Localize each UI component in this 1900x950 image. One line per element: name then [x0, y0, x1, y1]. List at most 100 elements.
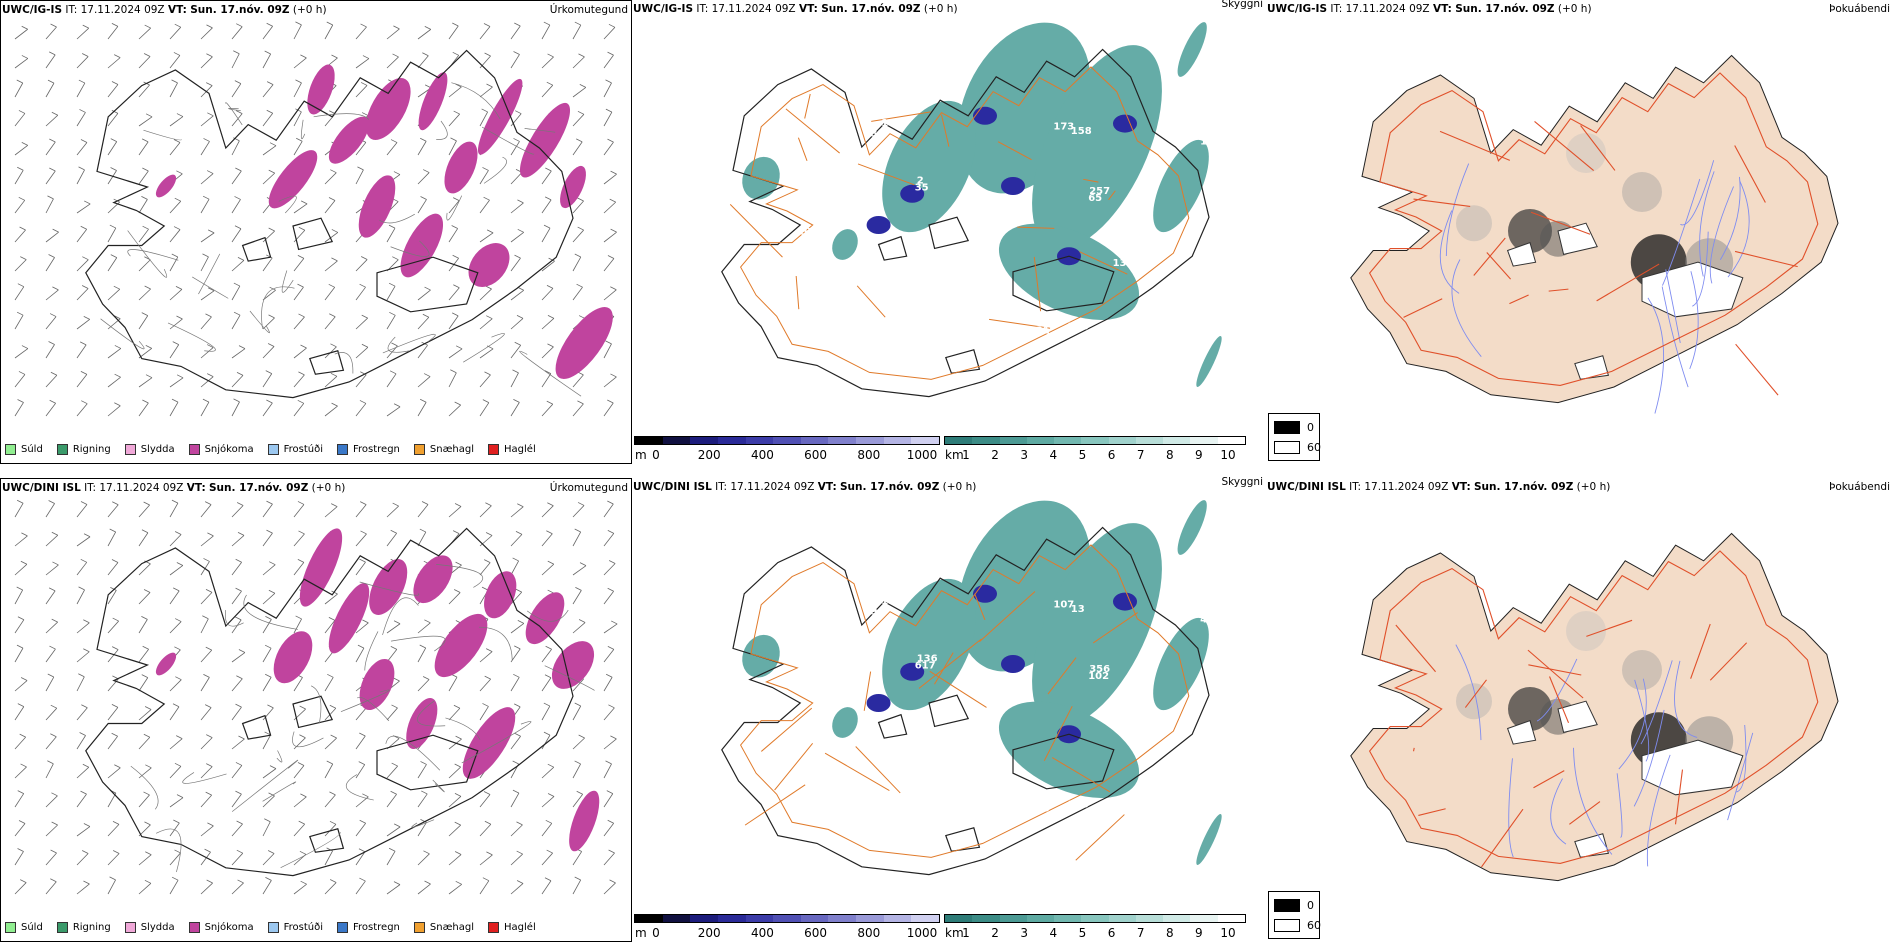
legend-label: Súld: [21, 922, 43, 933]
legend-swatch: [56, 444, 68, 455]
visibility-tick: 7: [1136, 448, 1145, 462]
legend-label: Frostregn: [353, 922, 400, 933]
panel-title: UWC/DINI ISL IT: 17.11.2024 09Z VT: Sun.…: [1267, 481, 1611, 493]
legend-item: Súld: [5, 444, 43, 455]
visibility-tick: 9: [1195, 448, 1203, 462]
forecast-row: UWC/IG-IS IT: 17.11.2024 09Z VT: Sun. 17…: [0, 0, 1900, 472]
fog-map: [1350, 54, 1839, 414]
legend-swatch: [124, 444, 136, 455]
fog-map: [1350, 532, 1839, 882]
legend-label: Rigning: [72, 922, 111, 933]
visibility-map: 257 351 131 425 238 35 173 662 848 91 65 10 105 108 12…: [721, 22, 1222, 398]
legend-swatch: [413, 444, 425, 455]
precip-map: [14, 499, 618, 895]
legend-item: Rigning: [56, 922, 111, 933]
precip-panel: UWC/DINI ISL IT: 17.11.2024 09Z VT: Sun.…: [0, 478, 632, 942]
legend-label: Slydda: [140, 444, 175, 455]
legend-label: Haglél: [504, 922, 536, 933]
legend-swatch: [488, 922, 500, 933]
cloud-base-label: 165: [941, 726, 962, 737]
cloud-base-label: 186: [1029, 803, 1050, 814]
legend-item: Snjókoma: [188, 922, 254, 933]
visibility-tick: 10: [1220, 448, 1236, 462]
cloud-base-label: 13: [1071, 604, 1085, 615]
cloud-base-label: 238: [1068, 322, 1089, 333]
cloud-base-label: 35: [915, 182, 929, 193]
cloud-base-colorbar: m 0 200 400 600 800 1000: [634, 914, 940, 944]
legend-swatch: [56, 922, 68, 933]
cloud-base-label: 10: [941, 248, 955, 259]
legend-swatch: [124, 922, 136, 933]
fog-panel: UWC/DINI ISL IT: 17.11.2024 09Z VT: Sun.…: [1266, 478, 1900, 942]
visibility-panel: UWC/DINI ISL IT: 17.11.2024 09Z VT: Sun.…: [632, 476, 1266, 944]
cloud-base-unit: m: [635, 926, 647, 940]
visibility-colorbar: km 1 2 3 4 5 6 7 8 9 10: [944, 436, 1246, 466]
cloud-base-label: 102: [1088, 671, 1109, 682]
cloud-base-label: 158: [1071, 126, 1092, 137]
cloud-base-tick: 1000: [906, 448, 938, 462]
visibility-tick: 2: [991, 926, 999, 940]
visibility-tick: 6: [1107, 926, 1116, 940]
panel-title: UWC/DINI ISL IT: 17.11.2024 09Z VT: Sun.…: [2, 482, 346, 494]
legend-item: Haglél: [488, 922, 536, 933]
cloud-base-unit: m: [635, 448, 647, 462]
visibility-unit: km: [945, 926, 964, 940]
legend-label: Slydda: [140, 922, 175, 933]
legend-label: Súld: [21, 444, 43, 455]
precip-panel: UWC/IG-IS IT: 17.11.2024 09Z VT: Sun. 17…: [0, 0, 632, 464]
cloud-base-tick: 600: [804, 448, 828, 462]
cloud-base-label: 15: [881, 596, 895, 607]
fog-legend-label: 0: [1307, 899, 1314, 912]
visibility-tick: 8: [1165, 926, 1174, 940]
visibility-tick: 2: [991, 448, 999, 462]
cloud-base-label: 131: [864, 129, 885, 140]
precip-panel-name: Úrkomutegund: [549, 4, 628, 16]
panel-title: UWC/IG-IS IT: 17.11.2024 09Z VT: Sun. 17…: [1267, 3, 1592, 15]
cloud-base-label: 30: [811, 721, 825, 732]
visibility-tick: 8: [1165, 448, 1174, 462]
visibility-panel: UWC/IG-IS IT: 17.11.2024 09Z VT: Sun. 17…: [632, 0, 1266, 464]
visibility-tick: 9: [1195, 926, 1203, 940]
visibility-tick: 1: [962, 926, 970, 940]
cloud-base-label: 285: [1184, 599, 1205, 610]
visibility-tick: 3: [1020, 448, 1029, 462]
cloud-base-label: 91: [955, 48, 969, 59]
fog-legend: 0 60: [1268, 891, 1321, 939]
legend-label: Snæhagl: [429, 444, 475, 455]
fog-panel: UWC/IG-IS IT: 17.11.2024 09Z VT: Sun. 17…: [1266, 0, 1900, 464]
legend-item: Slydda: [124, 922, 175, 933]
fog-panel-name: Þokuábendi: [1829, 3, 1890, 15]
panel-title: UWC/IG-IS IT: 17.11.2024 09Z VT: Sun. 17…: [2, 4, 327, 16]
precip-legend: Súld Rigning Slydda Snjókoma Frostúði Frostre…: [5, 444, 550, 455]
fog-legend: 0 60: [1268, 413, 1321, 461]
legend-swatch: [5, 444, 16, 455]
visibility-colorbar: km 1 2 3 4 5 6 7 8 9 10: [944, 914, 1246, 944]
legend-item: Snjókoma: [188, 444, 254, 455]
visibility-panel-name: Skyggni: [1221, 0, 1264, 10]
legend-item: Frostúði: [267, 444, 323, 455]
cloud-base-tick: 400: [750, 926, 774, 940]
fog-legend-label: 60: [1307, 919, 1321, 932]
legend-item: Frostregn: [337, 922, 400, 933]
cloud-base-label: 121: [1029, 325, 1050, 336]
legend-label: Rigning: [72, 444, 111, 455]
fog-legend-label: 0: [1307, 421, 1314, 434]
legend-swatch: [188, 922, 200, 933]
cloud-base-tick: 200: [697, 926, 721, 940]
visibility-map: 356 130 494 285 138 617 107 60 30 64 102 165 15 474 18…: [721, 500, 1222, 876]
cloud-base-label: 351: [959, 252, 980, 263]
fog-panel-name: Þokuábendi: [1829, 481, 1890, 493]
cloud-base-tick: 0: [652, 926, 660, 940]
cloud-base-label: 494: [864, 607, 885, 618]
cloud-base-label: 474: [1200, 615, 1221, 626]
visibility-tick: 5: [1078, 448, 1087, 462]
forecast-row: UWC/DINI ISL IT: 17.11.2024 09Z VT: Sun.…: [0, 476, 1900, 950]
visibility-tick: 7: [1136, 926, 1145, 940]
precip-panel-name: Úrkomutegund: [549, 482, 628, 494]
visibility-tick: 5: [1078, 926, 1087, 940]
cloud-base-label: 617: [915, 660, 936, 671]
cloud-base-colorbar: m 0 200 400 600 800 1000: [634, 436, 940, 466]
legend-item: Snæhagl: [413, 922, 475, 933]
legend-label: Snæhagl: [429, 922, 475, 933]
legend-swatch: [5, 922, 16, 933]
